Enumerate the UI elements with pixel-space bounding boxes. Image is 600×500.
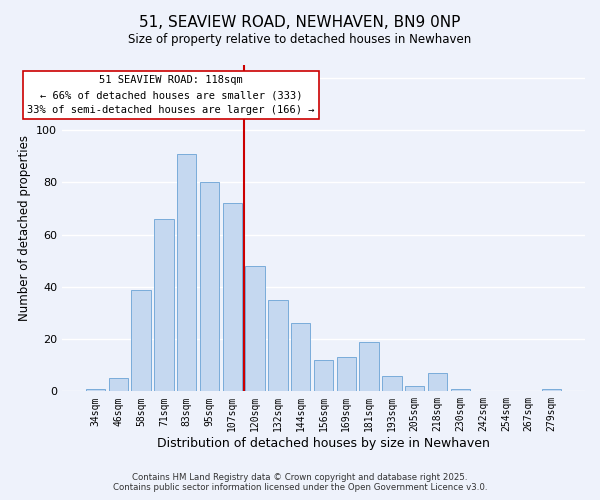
Bar: [109, 378, 128, 392]
Bar: [382, 376, 401, 392]
Bar: [245, 266, 265, 392]
Bar: [337, 358, 356, 392]
Text: 51 SEAVIEW ROAD: 118sqm
← 66% of detached houses are smaller (333)
33% of semi-d: 51 SEAVIEW ROAD: 118sqm ← 66% of detache…: [27, 76, 314, 115]
Bar: [131, 290, 151, 392]
Bar: [542, 388, 561, 392]
Bar: [177, 154, 196, 392]
Bar: [405, 386, 424, 392]
Bar: [268, 300, 287, 392]
Bar: [154, 219, 173, 392]
Bar: [428, 373, 447, 392]
Bar: [359, 342, 379, 392]
Bar: [451, 388, 470, 392]
Text: Size of property relative to detached houses in Newhaven: Size of property relative to detached ho…: [128, 32, 472, 46]
Bar: [314, 360, 333, 392]
Y-axis label: Number of detached properties: Number of detached properties: [17, 135, 31, 321]
Bar: [223, 204, 242, 392]
Text: 51, SEAVIEW ROAD, NEWHAVEN, BN9 0NP: 51, SEAVIEW ROAD, NEWHAVEN, BN9 0NP: [139, 15, 461, 30]
Bar: [291, 324, 310, 392]
X-axis label: Distribution of detached houses by size in Newhaven: Distribution of detached houses by size …: [157, 437, 490, 450]
Text: Contains HM Land Registry data © Crown copyright and database right 2025.
Contai: Contains HM Land Registry data © Crown c…: [113, 473, 487, 492]
Bar: [200, 182, 219, 392]
Bar: [86, 388, 105, 392]
